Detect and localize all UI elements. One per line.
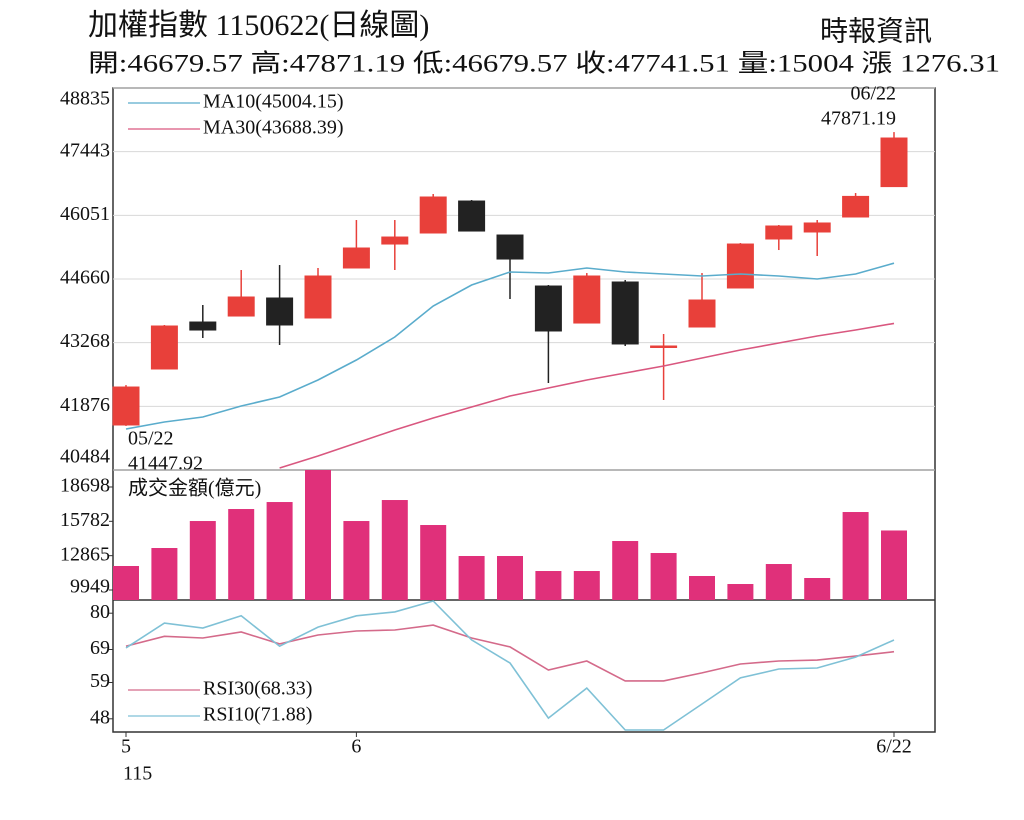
panel-title: 成交金額(億元) [128,477,261,500]
bar [612,541,639,600]
candle-body [496,234,524,260]
bar [420,525,447,600]
candle-body [880,137,908,188]
candle-body [650,345,678,348]
bar [573,571,600,600]
bar [727,584,754,600]
bar [535,571,562,600]
x-sublabel: 115 [123,763,152,785]
y-tick-label: 43268 [60,330,110,352]
stats: 開:46679.57 高:47871.19 低:46679.57 收:47741… [88,50,1000,78]
y-tick-label: 46051 [60,203,110,225]
bar [497,556,523,600]
candle-body [381,236,409,245]
x-tick-label: 6 [351,736,361,758]
candle-body [266,297,294,326]
bar [228,509,255,600]
y-tick-label: 59 [90,670,110,692]
annotation-date: 05/22 [128,428,174,450]
x-tick-label: 5 [121,736,131,758]
y-tick-label: 12865 [60,543,110,565]
candle-body [304,275,332,319]
y-tick-label: 15782 [60,509,110,531]
candle-body [765,225,793,240]
candle-body [342,247,370,269]
legend-label: RSI10(71.88) [203,704,312,726]
bar [381,500,408,600]
candle-body [419,196,447,234]
y-tick-label: 18698 [60,475,110,497]
bar [305,470,331,600]
candle-body [458,200,486,232]
bar [151,548,178,600]
series-line [125,262,895,430]
y-tick-label: 44660 [60,267,110,289]
candle-body [611,281,639,345]
bar [343,521,370,600]
series-line [125,600,895,731]
candle-body [688,299,716,328]
y-tick-label: 40484 [60,446,110,468]
bar [765,564,792,600]
y-tick-label: 48835 [60,88,110,110]
bar [842,512,869,600]
series-line [125,624,895,682]
candle-body [842,195,870,218]
bar [689,576,715,600]
y-tick-label: 41876 [60,394,110,416]
candle-body [150,325,178,370]
bar [113,566,139,600]
bar [458,556,485,600]
bar [804,578,831,600]
annotation-value: 47871.19 [821,108,896,130]
candle-body [726,243,754,289]
chart-title: 加權指數 1150622(日線圖) [88,9,429,42]
candle-body [112,386,140,426]
bar [189,521,216,600]
x-tick-label: 6/22 [876,736,912,758]
bar [266,502,293,600]
y-tick-label: 47443 [60,139,110,161]
y-tick-label: 48 [90,706,110,728]
candle-body [534,285,562,332]
legend-label: MA30(43688.39) [203,117,344,139]
candle-body [227,296,255,317]
y-tick-label: 69 [90,637,110,659]
y-tick-label: 80 [90,601,110,623]
y-tick-label: 9949 [70,576,110,598]
annotation-value: 41447.92 [128,453,203,475]
annotation-date: 06/22 [850,83,896,105]
source: 時報資訊 [820,15,932,47]
series-line [279,322,895,469]
candle-body [573,275,601,324]
candle-body [189,321,217,331]
bar [881,530,907,600]
bar [650,553,677,600]
legend-label: MA10(45004.15) [203,91,344,113]
candle-body [803,222,831,233]
legend-label: RSI30(68.33) [203,678,312,700]
